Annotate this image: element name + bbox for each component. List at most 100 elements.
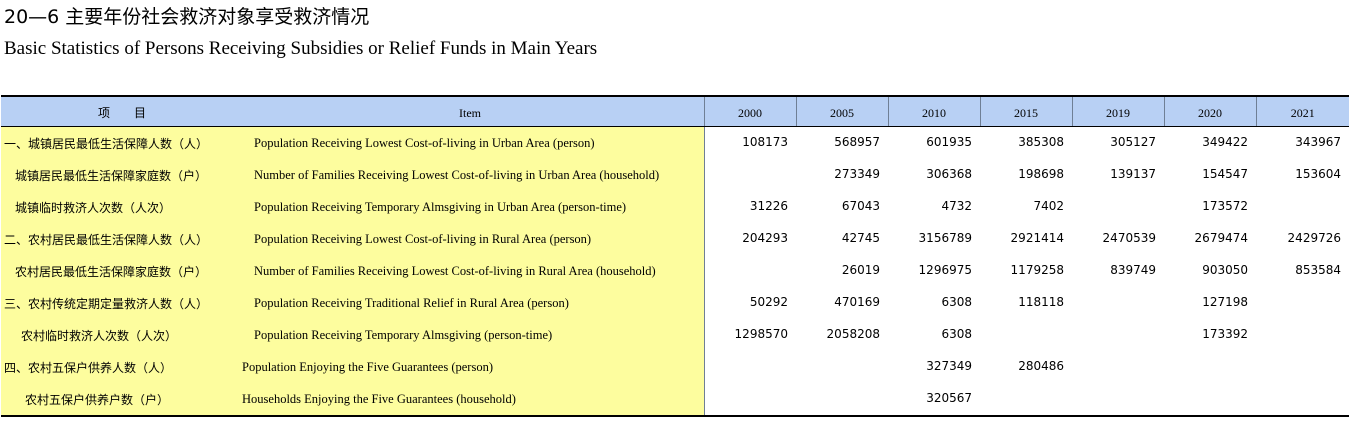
row-label-chinese: 三、农村传统定期定量救济人数（人）: [4, 296, 209, 311]
year-column-header: 2005: [795, 95, 888, 127]
value-cell: 320567: [888, 382, 980, 417]
row-label-chinese: 农村居民最低生活保障家庭数（户）: [15, 264, 208, 279]
value-cell: 198698: [1018, 166, 1064, 181]
row-item-cell: 二、农村居民最低生活保障人数（人） Population Receiving Lo…: [1, 222, 705, 255]
value-cell: 26019: [841, 262, 880, 277]
row-label-english: Number of Families Receiving Lowest Cost…: [254, 263, 656, 278]
item-header-english: Item: [459, 105, 481, 120]
value-cell: 1298570: [734, 326, 788, 341]
row-label-english: Population Receiving Temporary Almsgivin…: [254, 327, 553, 342]
row-label-english: Population Receiving Lowest Cost-of-livi…: [254, 135, 595, 150]
value-cell: 273349: [834, 166, 880, 181]
page-title-english: Basic Statistics of Persons Receiving Su…: [4, 38, 598, 59]
value-cell: 127198: [1202, 294, 1248, 309]
value-cell: 853584: [1295, 262, 1341, 277]
value-cell: 470169: [834, 294, 880, 309]
row-item-cell: 农村临时救济人次数（人次） Population Receiving Tempor…: [1, 318, 705, 351]
value-cell: 2921414: [1010, 230, 1064, 245]
value-cell: [1256, 382, 1349, 417]
row-label-chinese: 农村临时救济人次数（人次）: [21, 328, 178, 343]
value-cell: [1256, 319, 1349, 351]
value-cell: [796, 382, 888, 417]
value-cell: 568957: [834, 134, 880, 149]
table-row: 四、农村五保户供养人数（人） Population Enjoying the Fi…: [1, 350, 1349, 383]
page-title-chinese: 20—6 主要年份社会救济对象享受救济情况: [4, 6, 370, 28]
row-label-english: Population Receiving Traditional Relief …: [254, 295, 569, 310]
value-cell: 2470539: [1102, 230, 1156, 245]
value-cell: 903050: [1202, 262, 1248, 277]
value-cell: 280486: [1018, 358, 1064, 373]
value-cell: 154547: [1202, 166, 1248, 181]
row-item-cell: 农村五保户供养户数（户） Households Enjoying the Five…: [1, 382, 705, 417]
table-row: 农村居民最低生活保障家庭数（户） Number of Families Recei…: [1, 254, 1349, 287]
row-label-english: Population Receiving Lowest Cost-of-livi…: [254, 231, 592, 246]
value-cell: 2429726: [1287, 230, 1341, 245]
row-label-chinese: 城镇居民最低生活保障家庭数（户）: [15, 168, 208, 183]
table-row: 一、城镇居民最低生活保障人数（人） Population Receiving Lo…: [1, 126, 1349, 159]
row-label-chinese: 一、城镇居民最低生活保障人数（人）: [4, 136, 209, 151]
year-column-header: 2020: [1163, 95, 1256, 127]
value-cell: 6308: [941, 294, 972, 309]
row-label-english: Population Receiving Temporary Almsgivin…: [254, 199, 627, 214]
value-cell: 6308: [941, 326, 972, 341]
value-cell: [1072, 191, 1164, 223]
value-cell: [1072, 351, 1164, 383]
value-cell: [704, 351, 796, 383]
value-cell: [1256, 287, 1349, 319]
year-column-header: 2015: [979, 95, 1072, 127]
value-cell: 31226: [749, 198, 788, 213]
row-label-chinese: 四、农村五保户供养人数（人）: [4, 360, 173, 375]
table-row: 城镇居民最低生活保障家庭数（户） Number of Families Recei…: [1, 158, 1349, 191]
row-label-chinese: 二、农村居民最低生活保障人数（人）: [4, 232, 209, 247]
value-cell: [704, 255, 796, 287]
year-column-header: 2000: [703, 95, 796, 127]
year-column-header: 2010: [887, 95, 980, 127]
value-cell: [1256, 191, 1349, 223]
value-cell: 173392: [1202, 326, 1248, 341]
table-header-row: 项 目 Item 2000 2005 2010 2015 2019 2020 2…: [1, 95, 1349, 127]
table-row: 城镇临时救济人次数（人次） Population Receiving Tempor…: [1, 190, 1349, 223]
value-cell: 153604: [1295, 166, 1341, 181]
value-cell: 1296975: [918, 262, 972, 277]
value-cell: [704, 159, 796, 191]
row-label-chinese: 农村五保户供养户数（户）: [25, 392, 170, 407]
item-header-chinese: 项 目: [98, 105, 147, 120]
row-label-chinese: 城镇临时救济人次数（人次）: [15, 200, 172, 215]
value-cell: 305127: [1110, 134, 1156, 149]
value-cell: 50292: [749, 294, 788, 309]
value-cell: [1072, 287, 1164, 319]
statistics-table: 项 目 Item 2000 2005 2010 2015 2019 2020 2…: [1, 95, 1349, 417]
table-row: 二、农村居民最低生活保障人数（人） Population Receiving Lo…: [1, 222, 1349, 255]
value-cell: [1256, 351, 1349, 383]
value-cell: 3156789: [918, 230, 972, 245]
value-cell: 108173: [742, 134, 788, 149]
value-cell: 4732: [941, 198, 972, 213]
value-cell: [980, 382, 1072, 417]
row-label-english: Number of Families Receiving Lowest Cost…: [254, 167, 660, 182]
value-cell: 306368: [926, 166, 972, 181]
row-item-cell: 农村居民最低生活保障家庭数（户） Number of Families Recei…: [1, 254, 705, 287]
table-row: 农村临时救济人次数（人次） Population Receiving Tempor…: [1, 318, 1349, 351]
year-column-header: 2021: [1255, 95, 1349, 127]
value-cell: 601935: [926, 134, 972, 149]
value-cell: [1072, 319, 1164, 351]
value-cell: 139137: [1110, 166, 1156, 181]
value-cell: 67043: [841, 198, 880, 213]
value-cell: [1164, 351, 1256, 383]
value-cell: 118118: [1018, 294, 1064, 309]
value-cell: 385308: [1018, 134, 1064, 149]
row-label-english: Households Enjoying the Five Guarantees …: [242, 391, 516, 406]
value-cell: [980, 319, 1072, 351]
value-cell: 173572: [1202, 198, 1248, 213]
value-cell: [1164, 382, 1256, 417]
value-cell: [704, 382, 796, 417]
item-column-header: 项 目 Item: [1, 95, 704, 127]
row-item-cell: 一、城镇居民最低生活保障人数（人） Population Receiving Lo…: [1, 126, 705, 159]
value-cell: 2058208: [826, 326, 880, 341]
row-item-cell: 三、农村传统定期定量救济人数（人） Population Receiving Tr…: [1, 286, 705, 319]
value-cell: 839749: [1110, 262, 1156, 277]
table-row: 农村五保户供养户数（户） Households Enjoying the Five…: [1, 382, 1349, 417]
value-cell: 204293: [742, 230, 788, 245]
value-cell: [796, 351, 888, 383]
value-cell: 42745: [841, 230, 880, 245]
